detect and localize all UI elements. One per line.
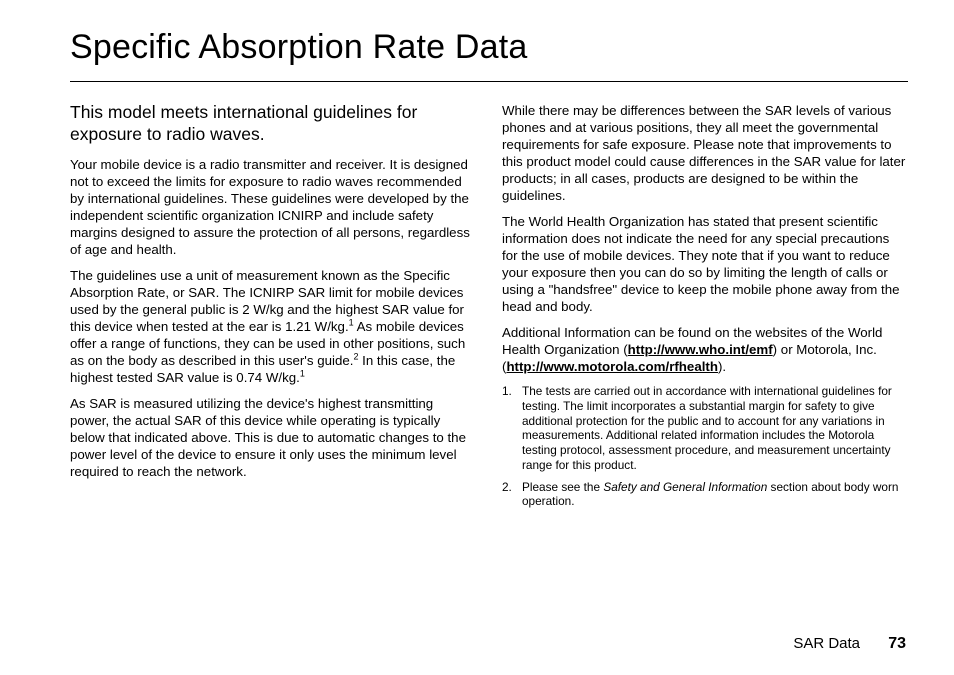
fn2-ital: Safety and General Information bbox=[603, 480, 767, 494]
who-link[interactable]: http://www.who.int/emf bbox=[628, 342, 773, 357]
footnote-ref-1b: 1 bbox=[300, 369, 305, 379]
page-number: 73 bbox=[888, 635, 906, 652]
footnote-1-body: The tests are carried out in accordance … bbox=[522, 384, 908, 472]
right-p3c: ). bbox=[718, 359, 726, 374]
content-columns: This model meets international guideline… bbox=[70, 102, 908, 516]
footnote-2-body: Please see the Safety and General Inform… bbox=[522, 480, 908, 509]
footnote-2: 2. Please see the Safety and General Inf… bbox=[502, 480, 908, 509]
footnotes: 1. The tests are carried out in accordan… bbox=[502, 384, 908, 509]
right-para-2: The World Health Organization has stated… bbox=[502, 213, 908, 315]
footnote-2-num: 2. bbox=[502, 480, 522, 509]
footnote-1: 1. The tests are carried out in accordan… bbox=[502, 384, 908, 472]
right-column: While there may be differences between t… bbox=[502, 102, 908, 516]
left-para-3: As SAR is measured utilizing the device'… bbox=[70, 395, 476, 480]
footnote-1-num: 1. bbox=[502, 384, 522, 472]
fn2-a: Please see the bbox=[522, 480, 603, 494]
left-para-2: The guidelines use a unit of measurement… bbox=[70, 267, 476, 386]
page-title: Specific Absorption Rate Data bbox=[70, 28, 906, 67]
motorola-link[interactable]: http://www.motorola.com/rfhealth bbox=[506, 359, 718, 374]
page-footer: SAR Data 73 bbox=[793, 635, 906, 653]
title-rule bbox=[70, 81, 908, 82]
left-column: This model meets international guideline… bbox=[70, 102, 476, 516]
subheading: This model meets international guideline… bbox=[70, 102, 476, 146]
right-para-3: Additional Information can be found on t… bbox=[502, 324, 908, 375]
right-para-1: While there may be differences between t… bbox=[502, 102, 908, 204]
footer-label: SAR Data bbox=[793, 635, 860, 652]
left-para-1: Your mobile device is a radio transmitte… bbox=[70, 156, 476, 258]
